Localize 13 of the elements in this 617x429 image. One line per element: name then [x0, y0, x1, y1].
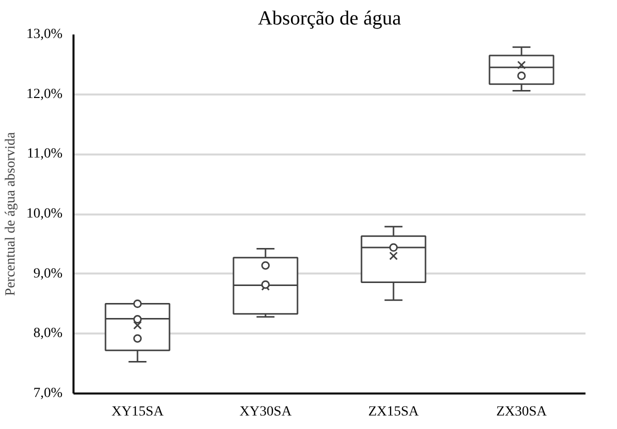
x-tick-label: XY15SA: [111, 404, 164, 420]
x-tick-label: XY30SA: [239, 404, 292, 420]
y-tick-label: 7,0%: [33, 386, 63, 401]
y-tick-label: 8,0%: [33, 326, 63, 342]
y-tick-label: 10,0%: [26, 206, 63, 222]
x-tick-label: ZX30SA: [496, 404, 548, 420]
y-tick-label: 9,0%: [33, 266, 63, 282]
chart-title: Absorção de água: [258, 8, 402, 30]
y-tick-label: 11,0%: [26, 146, 63, 162]
y-axis-title: Percentual de água absorvida: [3, 131, 18, 296]
x-tick-label: ZX15SA: [368, 404, 420, 420]
y-tick-label: 13,0%: [26, 27, 63, 42]
y-tick-label: 12,0%: [26, 86, 63, 102]
